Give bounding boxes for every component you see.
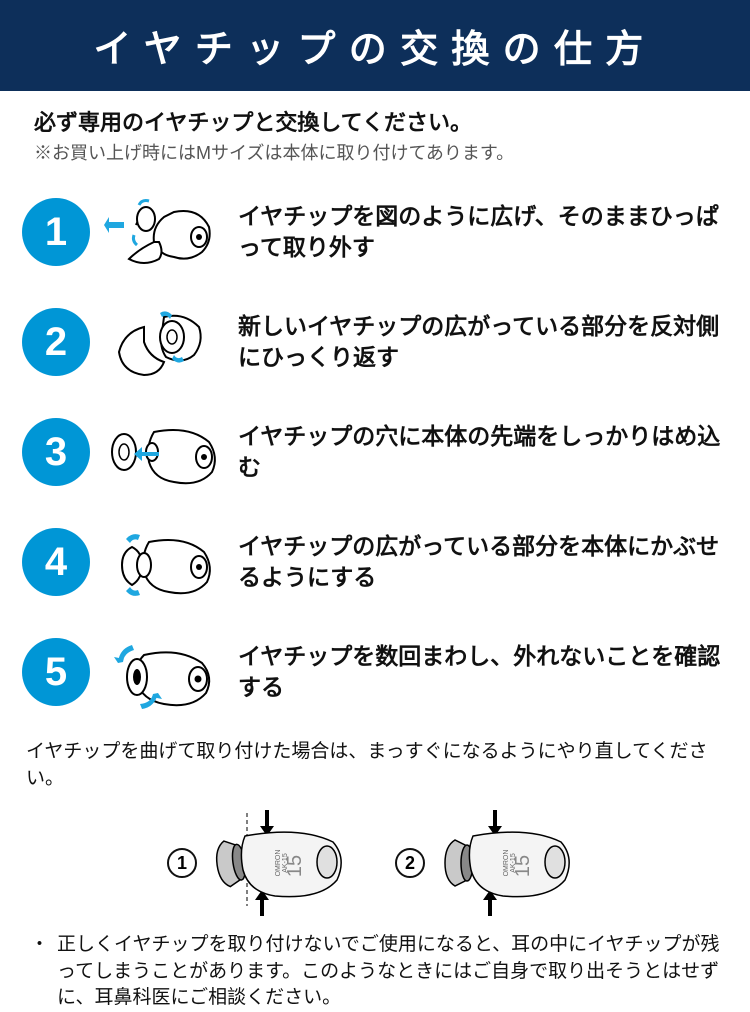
svg-text:OMRON: OMRON bbox=[503, 850, 510, 877]
step-row: 4 イヤチップの広がっている部分を本体にかぶせるようにする bbox=[22, 509, 728, 619]
page-title: イヤチップの交換の仕方 bbox=[93, 29, 656, 71]
step-row: 3 イヤチップの穴に本体の先端をしっかりはめ込む bbox=[22, 399, 728, 509]
diagram-row: 1 OMRON AK-15 15 2 OMRON AK-15 15 bbox=[0, 800, 750, 928]
diagram-item: 2 OMRON AK-15 15 bbox=[395, 808, 583, 918]
page-title-banner: イヤチップの交換の仕方 bbox=[0, 0, 750, 91]
warning-bullet: ・ 正しくイヤチップを取り付けないでご使用になると、耳の中にイヤチップが残ってし… bbox=[0, 928, 750, 1012]
circled-number-icon: 1 bbox=[167, 848, 197, 878]
step-number-badge: 2 bbox=[22, 308, 90, 376]
circled-number-icon: 2 bbox=[395, 848, 425, 878]
warning-text: 正しくイヤチップを取り付けないでご使用になると、耳の中にイヤチップが残ってしまう… bbox=[57, 932, 720, 1012]
device-diagram-icon: OMRON AK-15 15 bbox=[433, 808, 583, 918]
step-list: 1 イヤチップを図のように広げ、そのままひっぱって取り外す 2 bbox=[0, 171, 750, 729]
diagram-item: 1 OMRON AK-15 15 bbox=[167, 808, 355, 918]
step-number-badge: 5 bbox=[22, 638, 90, 706]
intro-note: ※お買い上げ時にはMサイズは本体に取り付けてあります。 bbox=[34, 139, 716, 165]
bullet-mark-icon: ・ bbox=[30, 932, 49, 1012]
step-row: 5 イヤチップを数回まわし、外れないことを確認する bbox=[22, 619, 728, 729]
caution-text: イヤチップを曲げて取り付けた場合は、まっすぐになるようにやり直してください。 bbox=[0, 729, 750, 800]
step-row: 1 イヤチップを図のように広げ、そのままひっぱって取り外す bbox=[22, 179, 728, 289]
step-illustration-icon bbox=[104, 407, 224, 497]
step-text: イヤチップを図のように広げ、そのままひっぱって取り外す bbox=[238, 201, 728, 263]
step-text: イヤチップを数回まわし、外れないことを確認する bbox=[238, 641, 728, 703]
step-text: 新しいイヤチップの広がっている部分を反対側にひっくり返す bbox=[238, 311, 728, 373]
step-text: イヤチップの穴に本体の先端をしっかりはめ込む bbox=[238, 421, 728, 483]
device-diagram-icon: OMRON AK-15 15 bbox=[205, 808, 355, 918]
step-illustration-icon bbox=[104, 297, 224, 387]
svg-text:15: 15 bbox=[284, 855, 306, 877]
step-text: イヤチップの広がっている部分を本体にかぶせるようにする bbox=[238, 531, 728, 593]
step-illustration-icon bbox=[104, 187, 224, 277]
step-number-badge: 3 bbox=[22, 418, 90, 486]
step-illustration-icon bbox=[104, 627, 224, 717]
svg-text:OMRON: OMRON bbox=[275, 850, 282, 877]
svg-text:15: 15 bbox=[512, 855, 534, 877]
step-row: 2 新しいイヤチップの広がっている部分を反対側にひっくり返す bbox=[22, 289, 728, 399]
intro-block: 必ず専用のイヤチップと交換してください。 ※お買い上げ時にはMサイズは本体に取り… bbox=[0, 91, 750, 171]
step-number-badge: 1 bbox=[22, 198, 90, 266]
intro-heading: 必ず専用のイヤチップと交換してください。 bbox=[34, 105, 716, 137]
step-number-badge: 4 bbox=[22, 528, 90, 596]
step-illustration-icon bbox=[104, 517, 224, 607]
